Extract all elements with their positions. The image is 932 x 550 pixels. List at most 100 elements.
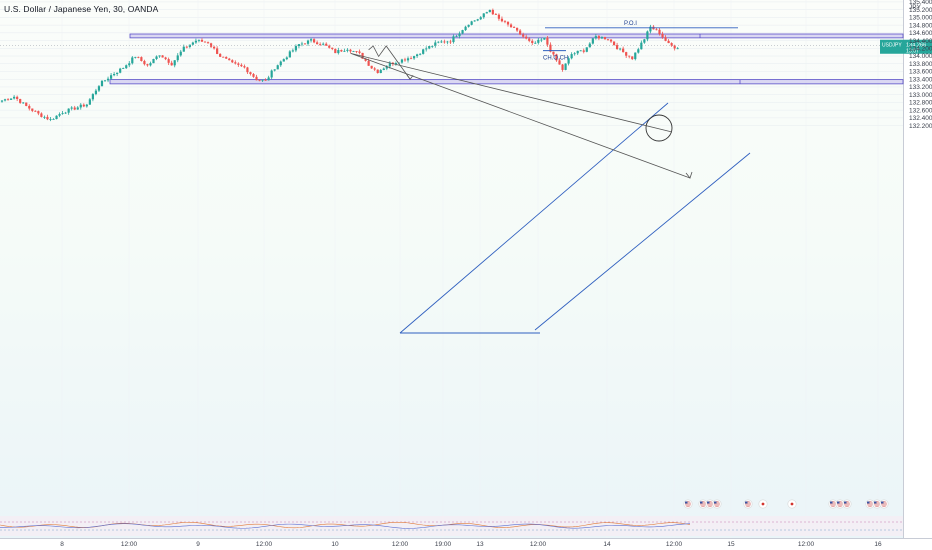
- candle-up: [337, 50, 340, 54]
- candle-up: [149, 63, 152, 66]
- oscillator-line-2: [0, 523, 691, 529]
- candle-down: [340, 50, 343, 52]
- price-label: 134.266: [906, 42, 926, 48]
- candle-down: [319, 44, 322, 45]
- x-tick-label: 14: [603, 541, 611, 548]
- event-flag-icon: [712, 499, 722, 509]
- us-flag-canton: [685, 501, 688, 504]
- candle-up: [437, 41, 440, 43]
- candle-down: [28, 105, 31, 109]
- us-flag-canton: [700, 501, 703, 504]
- candle-down: [522, 34, 525, 37]
- candle-down: [500, 18, 504, 22]
- x-tick-label: 19:00: [435, 541, 452, 548]
- candle-up: [416, 54, 419, 57]
- us-flag-canton: [745, 501, 748, 504]
- candle-up: [70, 107, 73, 109]
- event-flag-icon: [698, 499, 708, 509]
- candle-down: [558, 60, 561, 65]
- event-flag-icon: [842, 499, 852, 509]
- y-tick-label: 134.200: [909, 46, 932, 53]
- candle-up: [109, 75, 113, 79]
- candle-up: [43, 116, 46, 118]
- candle-down: [213, 46, 216, 49]
- candle-up: [173, 60, 176, 66]
- candle-down: [34, 110, 37, 112]
- candle-down: [603, 37, 607, 40]
- candle-up: [419, 53, 422, 55]
- support-zone: [109, 79, 904, 85]
- candle-down: [506, 21, 510, 25]
- x-tick-label: 12:00: [666, 541, 683, 548]
- candle-up: [385, 66, 388, 69]
- candle-down: [303, 43, 307, 45]
- candle-down: [252, 74, 255, 77]
- candle-down: [549, 44, 552, 52]
- candle-down: [655, 29, 658, 31]
- candle-down: [531, 40, 534, 44]
- candle-down: [331, 47, 334, 49]
- candle-up: [346, 49, 349, 51]
- candle-down: [185, 46, 188, 48]
- candle-down: [516, 27, 519, 31]
- zones-layer: [109, 33, 904, 85]
- event-flag-icon: [879, 499, 889, 509]
- symbol-badge: [880, 39, 904, 54]
- resistance-zone: [129, 33, 904, 39]
- candle-down: [203, 41, 207, 43]
- candle-down: [376, 69, 379, 74]
- candle-down: [552, 51, 555, 55]
- candle-up: [422, 49, 425, 54]
- event-flag-icon: [787, 499, 797, 509]
- candle-down: [170, 62, 173, 66]
- candle-down: [364, 58, 367, 61]
- candle-up: [388, 62, 391, 67]
- candle-up: [567, 58, 570, 64]
- x-tick-label: 12:00: [530, 541, 547, 548]
- x-tick-label: 16: [874, 541, 882, 548]
- candle-up: [97, 86, 101, 91]
- channel-lower-line: [534, 152, 751, 331]
- candle-up: [382, 68, 385, 71]
- candle-up: [176, 55, 179, 61]
- candle-up: [116, 72, 119, 75]
- candle-up: [158, 55, 161, 57]
- candle-up: [79, 104, 82, 108]
- candle-up: [128, 63, 131, 66]
- candle-up: [579, 50, 582, 52]
- candle-up: [125, 65, 128, 69]
- candle-down: [615, 45, 619, 50]
- candle-down: [140, 57, 143, 61]
- candle-up: [394, 63, 397, 65]
- candle-down: [164, 57, 167, 60]
- candle-down: [237, 63, 240, 65]
- candle-down: [509, 24, 513, 28]
- candle-down: [664, 37, 667, 41]
- price-axis-background: [903, 0, 932, 550]
- candle-down: [243, 66, 246, 68]
- candle-down: [497, 14, 501, 19]
- candle-up: [455, 36, 458, 38]
- candle-down: [528, 38, 531, 41]
- candle-up: [270, 70, 273, 78]
- candle-down: [264, 79, 267, 81]
- candle-up: [113, 74, 116, 76]
- candle-down: [143, 60, 146, 65]
- candle-up: [482, 13, 485, 18]
- candle-down: [670, 43, 673, 46]
- candle-up: [52, 119, 55, 120]
- candle-up: [485, 12, 488, 14]
- candle-down: [25, 102, 28, 106]
- x-tick-label: 9: [196, 541, 200, 548]
- candle-down: [325, 43, 328, 46]
- candle-down: [661, 33, 664, 38]
- us-flag-canton: [844, 501, 847, 504]
- candle-up: [88, 99, 91, 105]
- candle-down: [161, 55, 164, 58]
- x-tick-label: 15: [727, 541, 735, 548]
- candle-down: [200, 39, 204, 42]
- candle-up: [322, 43, 325, 45]
- symbol-label: USDJPY: [882, 42, 902, 48]
- x-tick-label: 12:00: [121, 541, 138, 548]
